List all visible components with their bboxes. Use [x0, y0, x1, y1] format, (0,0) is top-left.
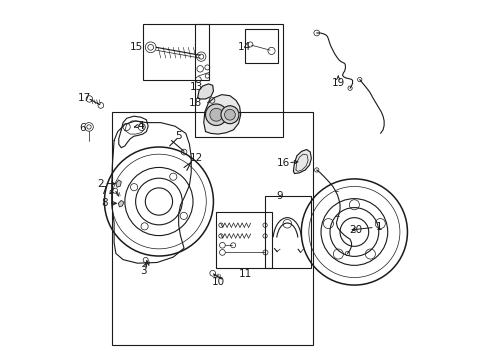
- Circle shape: [205, 104, 227, 126]
- Text: 17: 17: [78, 93, 91, 103]
- Text: 20: 20: [349, 225, 363, 235]
- Circle shape: [221, 106, 239, 124]
- Text: 15: 15: [130, 42, 143, 52]
- Text: 3: 3: [141, 266, 147, 276]
- Text: 18: 18: [189, 98, 202, 108]
- Text: 6: 6: [79, 123, 86, 133]
- Bar: [245, 29, 278, 63]
- Bar: [112, 112, 313, 345]
- Text: 16: 16: [277, 158, 291, 168]
- Bar: [265, 196, 311, 268]
- Polygon shape: [204, 95, 241, 134]
- Polygon shape: [294, 149, 311, 174]
- Text: 11: 11: [238, 269, 252, 279]
- Circle shape: [224, 109, 235, 120]
- Text: 10: 10: [212, 277, 225, 287]
- Circle shape: [210, 108, 223, 121]
- Text: 5: 5: [175, 131, 182, 141]
- Text: 1: 1: [376, 222, 383, 232]
- Text: 12: 12: [190, 153, 203, 163]
- Text: 8: 8: [101, 198, 108, 208]
- Text: 4: 4: [138, 121, 145, 131]
- Text: 7: 7: [100, 186, 107, 196]
- Text: 9: 9: [277, 191, 283, 201]
- Bar: [216, 212, 272, 268]
- Bar: [195, 24, 283, 137]
- Text: 19: 19: [332, 78, 345, 88]
- Polygon shape: [119, 201, 124, 207]
- Text: 13: 13: [190, 82, 203, 93]
- Text: 14: 14: [238, 42, 251, 52]
- Polygon shape: [197, 84, 214, 99]
- Text: 2: 2: [98, 179, 104, 189]
- Bar: [143, 24, 209, 80]
- Polygon shape: [116, 180, 122, 187]
